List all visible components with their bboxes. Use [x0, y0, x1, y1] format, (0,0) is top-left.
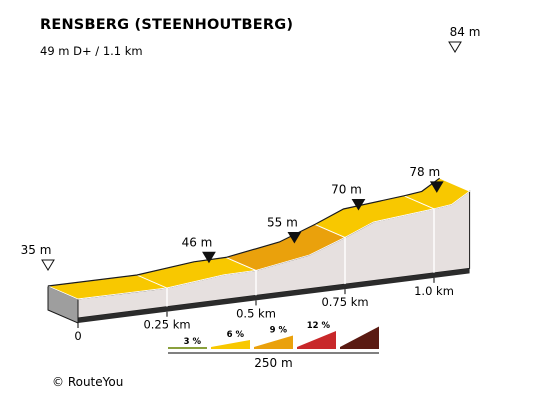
x-tick-label: 0 — [74, 329, 81, 343]
elevation-label: 35 m — [21, 243, 52, 257]
legend-swatch — [254, 335, 293, 349]
x-tick-label: 1.0 km — [414, 284, 454, 298]
elevation-label: 84 m — [450, 25, 481, 39]
elevation-label: 70 m — [331, 183, 362, 197]
climb-title: RENSBERG (STEENHOUTBERG) — [40, 17, 294, 33]
elevation-label: 55 m — [267, 216, 298, 230]
elevation-label: 46 m — [182, 235, 213, 249]
elevation-marker-icon — [287, 232, 302, 244]
elevation-marker-icon — [41, 259, 55, 271]
elevation-label: 78 m — [409, 165, 440, 179]
legend-label: 6 % — [227, 330, 245, 340]
legend-swatch — [211, 340, 250, 349]
legend-label: 12 % — [307, 321, 331, 331]
climb-summary: 49 m D+ / 1.1 km — [40, 44, 143, 58]
routeyou-credit: © RouteYou — [52, 375, 124, 389]
x-tick-label: 0.5 km — [236, 306, 276, 320]
elevation-marker-icon — [202, 251, 216, 264]
legend-label: 3 % — [184, 337, 202, 347]
legend-swatch — [340, 326, 379, 349]
legend-swatch — [297, 331, 336, 349]
elevation-marker-icon — [351, 199, 366, 211]
elevation-marker-icon — [429, 181, 444, 193]
scale-bar-label: 250 m — [254, 356, 292, 370]
legend-swatch — [168, 347, 207, 349]
x-tick-label: 0.25 km — [143, 318, 190, 332]
legend-label: 9 % — [270, 326, 288, 336]
x-tick-label: 0.75 km — [321, 295, 368, 309]
profile-base-strip — [78, 268, 470, 323]
elevation-marker-icon — [448, 41, 462, 53]
